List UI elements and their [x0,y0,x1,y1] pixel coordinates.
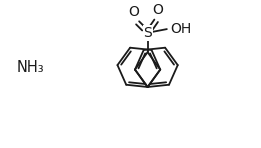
Text: O: O [128,5,139,19]
Text: OH: OH [170,22,191,36]
Text: S: S [143,26,152,40]
Text: NH₃: NH₃ [16,60,44,75]
Text: O: O [153,3,164,17]
